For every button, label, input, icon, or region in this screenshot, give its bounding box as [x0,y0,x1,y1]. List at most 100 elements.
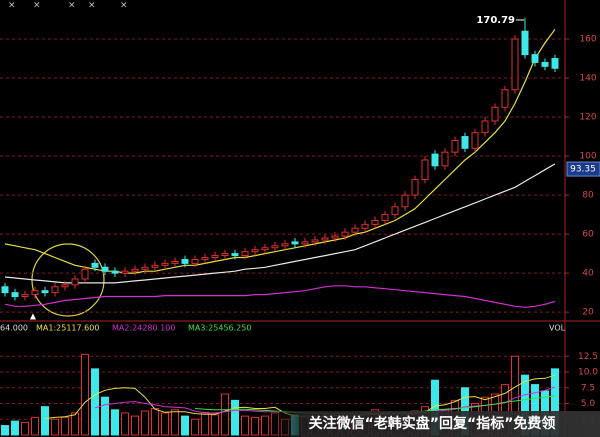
candle-body [151,264,159,268]
volume-bar [91,368,99,436]
watermark-band [262,411,600,437]
subtitle: 64.000 [0,324,28,333]
candle-body [141,266,149,270]
candle-body [11,292,19,298]
candle-body [221,253,229,257]
y-tick-label: 5.0 [581,399,596,409]
y-tick-label: 120 [579,113,596,123]
volume-bar [161,412,169,436]
y-tick-label: 140 [579,74,596,84]
volume-bar [241,415,249,436]
candle-body [351,227,359,233]
candle-body [471,132,479,149]
volume-bar [51,418,59,436]
candle-body [271,245,279,249]
svg-text:×: × [88,1,96,11]
candle-body [71,278,79,286]
candle-body [291,241,299,245]
candle-body [421,159,429,180]
candle-body [511,38,519,91]
volume-bar [1,425,9,436]
volume-bar [211,414,219,436]
volume-bar [11,420,19,436]
volume-bar [61,416,69,436]
candle-body [521,30,529,56]
volume-bar [81,353,89,436]
volume-bar [131,415,139,436]
volume-bar [191,418,199,436]
ma-line [4,28,556,274]
volume-bar [41,406,49,436]
candle-body [211,255,219,259]
y-tick-label: 10.0 [578,368,598,378]
candle-body [261,247,269,251]
candle-body [281,243,289,247]
candle-body [201,257,209,260]
volume-bar [141,410,149,436]
candle-body [451,139,459,153]
candle-body [181,258,189,264]
candle-body [441,151,449,167]
candle-body [341,231,349,237]
volume-bar [221,393,229,436]
y-tick-label: 20 [582,308,594,318]
candle-body [191,258,199,264]
candle-body [51,286,59,294]
y-tick-label: 100 [579,152,596,162]
candle-body [361,223,369,229]
legend-entry: MA2:24280.100 [112,324,175,333]
candle-body [491,106,499,122]
svg-text:×: × [33,1,41,11]
legend-entry: MA3:25456.250 [188,324,251,333]
candle-body [61,284,69,288]
candle-body [541,61,549,67]
candle-body [371,219,379,225]
candle-body [231,253,239,257]
volume-bar [171,409,179,436]
candle-body [311,239,319,243]
volume-bar [181,415,189,436]
price-marker-box [566,161,600,177]
volume-bar [71,412,79,436]
volume-bar [231,399,239,436]
y-tick-label: 160 [579,35,596,45]
candle-body [531,54,539,63]
legend-entry: MA1:25117.600 [36,324,99,333]
candle-body [411,178,419,196]
volume-bar [31,416,39,436]
volume-bar [121,412,129,436]
candle-body [121,270,129,274]
candle-body [381,214,389,221]
signal-arrow: ▲ [30,312,37,321]
volume-bar [21,421,29,436]
candle-body [161,262,169,266]
candle-body [241,251,249,257]
candle-body [21,294,29,298]
y-tick-label: 60 [582,230,594,240]
candle-body [331,235,339,239]
svg-text:×: × [68,1,76,11]
candle-body [301,241,309,245]
candle-body [171,260,179,264]
price-marker: 93.35 [570,165,596,175]
y-tick-label: 80 [582,191,594,201]
ma-line [4,285,556,308]
y-tick-label: 7.5 [581,383,595,393]
svg-text:×: × [8,1,16,11]
candle-body [431,153,439,167]
volume-bar [251,416,259,436]
ma-line [4,163,556,284]
candle-body [461,136,469,149]
volume-bar [201,411,209,436]
candle-body [111,270,119,274]
watermark: 关注微信“老韩实盘”回复“指标”免费领 [309,415,556,432]
candle-body [501,89,509,108]
candle-body [41,290,49,294]
volume-bar [151,408,159,436]
candle-body [131,268,139,272]
candle-body [1,286,9,294]
top-markers: × × × × × [8,1,128,11]
candle-body [251,249,259,253]
